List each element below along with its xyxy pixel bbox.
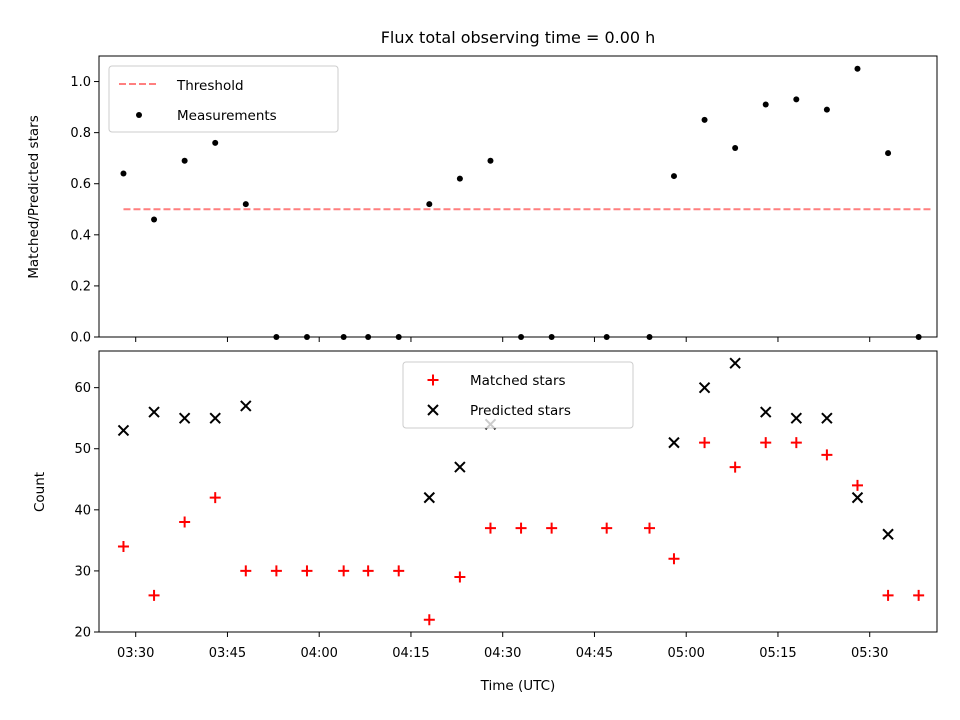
legend-measurements-label: Measurements bbox=[177, 108, 277, 124]
matched-star-point bbox=[484, 522, 496, 534]
matched-star-point bbox=[546, 522, 558, 534]
legend-predicted-label: Predicted stars bbox=[470, 403, 571, 419]
matched-star-point bbox=[601, 522, 613, 534]
matched-star-point bbox=[790, 437, 802, 449]
predicted-star-point bbox=[117, 424, 130, 437]
bottom-legend-frame bbox=[402, 361, 634, 429]
measurement-point bbox=[426, 201, 433, 208]
bottom-y-tick-label: 20 bbox=[74, 626, 91, 641]
matched-star-point bbox=[117, 540, 129, 552]
matched-star-point bbox=[515, 522, 527, 534]
top-legend-frame bbox=[108, 65, 339, 133]
matched-star-point bbox=[179, 516, 191, 528]
predicted-star-point bbox=[698, 381, 711, 394]
matched-star-point bbox=[338, 565, 350, 577]
top-y-tick-label: 0.8 bbox=[70, 126, 91, 141]
top-y-tick-label: 0.6 bbox=[70, 177, 91, 192]
predicted-star-point bbox=[423, 491, 436, 504]
matched-star-point bbox=[362, 565, 374, 577]
predicted-star-point bbox=[240, 400, 252, 412]
bottom-y-tick-label: 30 bbox=[74, 564, 91, 579]
legend-predicted-swatch bbox=[427, 404, 439, 416]
top-y-tick-label: 1.0 bbox=[70, 75, 91, 90]
measurement-point bbox=[456, 175, 463, 182]
matched-star-point bbox=[913, 589, 925, 601]
matched-star-point bbox=[821, 449, 833, 461]
bottom-x-tick-label: 05:00 bbox=[667, 646, 704, 661]
bottom-axes: Matched stars Predicted stars 20 30 40 50 60 03… bbox=[74, 350, 938, 661]
measurement-point bbox=[151, 216, 158, 223]
bottom-x-tick-label: 03:45 bbox=[209, 646, 246, 661]
bottom-series bbox=[117, 357, 925, 626]
measurement-point bbox=[242, 201, 249, 208]
bottom-y-tick-label: 60 bbox=[74, 381, 91, 396]
bottom-y-tick-label: 50 bbox=[74, 442, 91, 457]
chart-title: Flux total observing time = 0.00 h bbox=[381, 28, 656, 47]
predicted-star-point bbox=[790, 412, 803, 424]
x-axis-label: Time (UTC) bbox=[480, 678, 556, 694]
top-y-axis-label: Matched/Predicted stars bbox=[26, 115, 42, 278]
matched-star-point bbox=[760, 437, 772, 449]
top-legend: Threshold Measurements bbox=[108, 65, 339, 133]
legend-measurements-swatch bbox=[136, 112, 142, 118]
bottom-x-tick-label: 04:00 bbox=[300, 646, 337, 661]
legend-matched-label: Matched stars bbox=[470, 373, 566, 389]
predicted-star-point bbox=[851, 491, 864, 504]
bottom-x-tick-label: 04:45 bbox=[576, 646, 613, 661]
matched-star-point bbox=[209, 492, 221, 504]
measurement-point bbox=[701, 116, 708, 123]
measurement-point bbox=[854, 65, 861, 72]
legend-threshold-label: Threshold bbox=[176, 78, 244, 94]
matched-star-point bbox=[882, 589, 894, 601]
bottom-x-tick-label: 04:15 bbox=[392, 646, 429, 661]
matched-star-point bbox=[301, 565, 313, 577]
bottom-y-axis-label: Count bbox=[32, 472, 48, 512]
bottom-x-tick-label: 04:30 bbox=[484, 646, 521, 661]
matched-star-point bbox=[148, 589, 160, 601]
measurement-point bbox=[120, 170, 127, 177]
matched-star-point bbox=[851, 479, 863, 491]
measurement-point bbox=[823, 106, 830, 113]
top-y-tick-label: 0.2 bbox=[70, 279, 91, 294]
bottom-x-tick-label: 05:30 bbox=[851, 646, 888, 661]
measurement-point bbox=[732, 144, 739, 151]
measurement-point bbox=[487, 157, 494, 164]
measurement-point bbox=[793, 96, 800, 103]
matched-star-point bbox=[699, 437, 711, 449]
predicted-star-point bbox=[178, 412, 191, 424]
bottom-axes-frame bbox=[98, 350, 938, 633]
matched-star-point bbox=[668, 553, 680, 565]
predicted-star-point bbox=[209, 412, 221, 424]
matched-star-point bbox=[729, 461, 741, 473]
legend-matched-swatch bbox=[427, 374, 439, 386]
bottom-y-tick-label: 40 bbox=[74, 503, 91, 518]
matched-star-point bbox=[423, 614, 435, 626]
predicted-star-point bbox=[454, 461, 466, 473]
top-axes-frame bbox=[98, 55, 938, 338]
matched-star-point bbox=[454, 571, 466, 583]
bottom-legend: Matched stars Predicted stars bbox=[402, 361, 634, 429]
matched-star-point bbox=[240, 565, 252, 577]
measurement-point bbox=[670, 173, 677, 180]
top-y-tick-label: 0.0 bbox=[70, 331, 91, 346]
measurement-point bbox=[762, 101, 769, 108]
predicted-star-point bbox=[148, 406, 160, 418]
matched-star-point bbox=[270, 565, 282, 577]
predicted-star-point bbox=[729, 357, 741, 369]
measurement-point bbox=[885, 150, 892, 157]
top-axes: 0.0 0.2 0.4 0.6 0.8 1.0 Threshold Measurements bbox=[70, 55, 938, 346]
top-y-tick-label: 0.4 bbox=[70, 228, 91, 243]
predicted-star-point bbox=[760, 406, 772, 418]
predicted-star-point bbox=[821, 412, 833, 424]
bottom-x-tick-label: 05:15 bbox=[759, 646, 796, 661]
matched-star-point bbox=[644, 522, 656, 534]
bottom-x-tick-label: 03:30 bbox=[117, 646, 154, 661]
measurement-point bbox=[181, 157, 188, 164]
matched-star-point bbox=[393, 565, 405, 577]
predicted-star-point bbox=[882, 528, 894, 540]
measurement-point bbox=[212, 139, 219, 146]
predicted-star-point bbox=[668, 436, 680, 449]
